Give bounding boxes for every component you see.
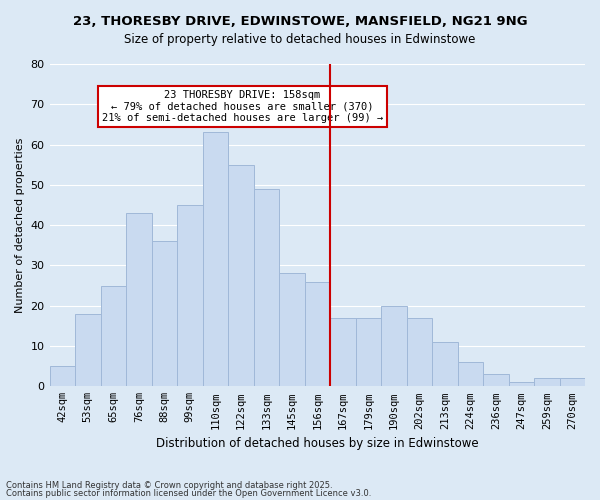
Bar: [330, 318, 356, 386]
Text: 23 THORESBY DRIVE: 158sqm
← 79% of detached houses are smaller (370)
21% of semi: 23 THORESBY DRIVE: 158sqm ← 79% of detac…: [101, 90, 383, 123]
Bar: [483, 374, 509, 386]
Bar: [50, 366, 75, 386]
Bar: [228, 164, 254, 386]
Text: 23, THORESBY DRIVE, EDWINSTOWE, MANSFIELD, NG21 9NG: 23, THORESBY DRIVE, EDWINSTOWE, MANSFIEL…: [73, 15, 527, 28]
Bar: [203, 132, 228, 386]
Bar: [381, 306, 407, 386]
Bar: [356, 318, 381, 386]
Bar: [458, 362, 483, 386]
Bar: [560, 378, 585, 386]
Bar: [509, 382, 534, 386]
Bar: [432, 342, 458, 386]
Bar: [279, 274, 305, 386]
Text: Size of property relative to detached houses in Edwinstowe: Size of property relative to detached ho…: [124, 32, 476, 46]
Bar: [152, 242, 177, 386]
Bar: [534, 378, 560, 386]
Bar: [407, 318, 432, 386]
X-axis label: Distribution of detached houses by size in Edwinstowe: Distribution of detached houses by size …: [156, 437, 479, 450]
Bar: [126, 213, 152, 386]
Bar: [75, 314, 101, 386]
Text: Contains HM Land Registry data © Crown copyright and database right 2025.: Contains HM Land Registry data © Crown c…: [6, 481, 332, 490]
Bar: [101, 286, 126, 386]
Text: Contains public sector information licensed under the Open Government Licence v3: Contains public sector information licen…: [6, 488, 371, 498]
Bar: [254, 189, 279, 386]
Y-axis label: Number of detached properties: Number of detached properties: [15, 138, 25, 313]
Bar: [305, 282, 330, 387]
Bar: [177, 205, 203, 386]
